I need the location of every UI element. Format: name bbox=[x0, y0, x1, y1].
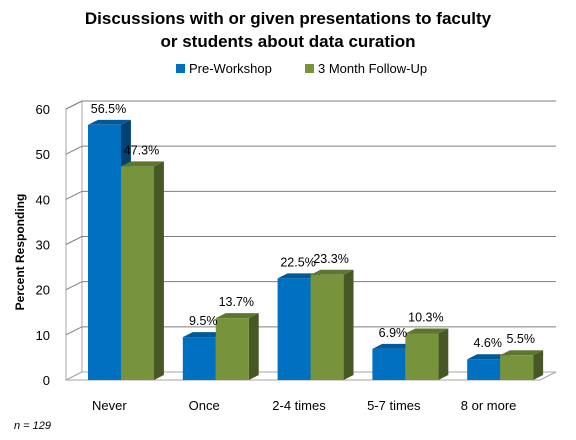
bar-follow-up-1 bbox=[215, 313, 259, 380]
data-label: 56.5% bbox=[91, 102, 126, 116]
bar-front bbox=[121, 166, 154, 380]
bar-top bbox=[310, 269, 354, 275]
bar-follow-up-0 bbox=[121, 161, 164, 380]
y-tick-label: 50 bbox=[36, 147, 50, 162]
bar-top bbox=[467, 354, 511, 360]
x-category-label: 5-7 times bbox=[367, 398, 421, 413]
bar-top bbox=[215, 313, 259, 319]
x-category-label: 2-4 times bbox=[272, 398, 326, 413]
gridline-side bbox=[65, 326, 83, 336]
bar-front bbox=[215, 318, 249, 380]
y-tick-label: 60 bbox=[36, 102, 50, 117]
bar-side bbox=[154, 161, 164, 380]
bar-front bbox=[467, 359, 501, 380]
bar-side bbox=[248, 313, 259, 380]
chart-title: Discussions with or given presentations … bbox=[85, 9, 492, 51]
bar-top bbox=[372, 343, 416, 349]
gridline-side bbox=[65, 100, 83, 110]
data-label: 13.7% bbox=[219, 295, 254, 309]
bar-top bbox=[277, 273, 321, 279]
bar-follow-up-3 bbox=[405, 328, 449, 380]
bar-front bbox=[500, 355, 534, 380]
bar-top bbox=[121, 161, 164, 167]
bar-top bbox=[182, 332, 226, 338]
y-axis-title: Percent Responding bbox=[13, 194, 27, 311]
y-tick-label: 10 bbox=[36, 328, 50, 343]
legend-label-pre-workshop: Pre-Workshop bbox=[189, 61, 272, 76]
data-label: 23.3% bbox=[313, 252, 348, 266]
bar-top bbox=[500, 350, 544, 356]
bar-front bbox=[310, 274, 344, 380]
sample-size-note: n = 129 bbox=[14, 420, 51, 432]
bar-front bbox=[372, 348, 406, 380]
gridline-side bbox=[65, 236, 83, 245]
gridline-side bbox=[65, 145, 83, 155]
gridline-side bbox=[65, 281, 83, 291]
legend-label-follow-up: 3 Month Follow-Up bbox=[318, 61, 427, 76]
bar-front bbox=[88, 124, 121, 380]
chart-title-line-1: Discussions with or given presentations … bbox=[85, 9, 492, 28]
data-labels: 56.5% 47.3% 9.5%13.7% 22.5%23.3% 6.9%10.3% 4.… bbox=[91, 102, 535, 350]
legend-swatch-pre-workshop bbox=[176, 64, 185, 73]
bar-follow-up-2 bbox=[310, 269, 354, 380]
bar-front bbox=[277, 278, 311, 380]
gridline-side bbox=[65, 190, 83, 200]
bar-front bbox=[405, 333, 439, 380]
y-tick-label: 30 bbox=[36, 238, 50, 253]
x-axis-categories: Never Once 2-4 times 5-7 times 8 or more bbox=[92, 398, 516, 413]
data-label: 10.3% bbox=[408, 310, 443, 324]
bar-side bbox=[438, 328, 449, 380]
data-label: 22.5% bbox=[280, 255, 315, 269]
data-label: 47.3% bbox=[124, 143, 159, 157]
bars bbox=[88, 119, 544, 381]
legend-swatch-follow-up bbox=[305, 64, 314, 73]
bar-top bbox=[88, 119, 131, 125]
bar-side bbox=[343, 269, 354, 380]
legend: Pre-Workshop 3 Month Follow-Up bbox=[176, 61, 427, 76]
data-label: 9.5% bbox=[189, 314, 218, 328]
bar-side bbox=[533, 350, 544, 380]
y-tick-label: 0 bbox=[43, 373, 50, 388]
x-category-label: Once bbox=[189, 398, 220, 413]
y-tick-label: 40 bbox=[36, 192, 50, 207]
bar-front bbox=[182, 337, 216, 380]
data-label: 4.6% bbox=[473, 336, 502, 350]
y-axis-ticks: 0 10 20 30 40 50 60 bbox=[36, 102, 50, 388]
y-tick-label: 20 bbox=[36, 283, 50, 298]
x-category-label: Never bbox=[92, 398, 127, 413]
data-label: 6.9% bbox=[379, 326, 408, 340]
x-category-label: 8 or more bbox=[461, 398, 517, 413]
bar-follow-up-4 bbox=[500, 350, 544, 380]
chart-title-line-2: or students about data curation bbox=[160, 32, 415, 51]
bar-top bbox=[405, 328, 449, 334]
data-label: 5.5% bbox=[506, 332, 535, 346]
